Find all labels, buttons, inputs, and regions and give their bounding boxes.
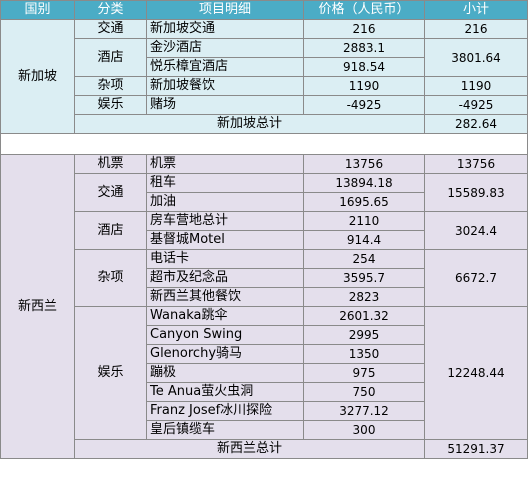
table-row: 基督城Motel 914.4 (1, 230, 528, 250)
price-cell: -4925 (303, 95, 425, 115)
item-cell: 超市及纪念品 (146, 268, 304, 288)
item-cell: Franz Josef冰川探险 (146, 401, 304, 421)
total-cell: 51291.37 (424, 439, 528, 459)
table-row: 悦乐樟宜酒店 918.54 (1, 57, 528, 77)
price-cell: 975 (303, 363, 425, 383)
price-cell: 2995 (303, 325, 425, 345)
price-cell: 2883.1 (303, 38, 425, 58)
subtotal-cell: 1190 (424, 76, 528, 96)
country-cell-singapore: 新加坡 (0, 19, 75, 134)
subtotal-cell: 6672.7 (424, 249, 528, 307)
table-row: 杂项 电话卡 254 6672.7 (1, 249, 528, 307)
item-cell: 租车 (146, 173, 304, 193)
header-row: 国别 分类 项目明细 价格（人民币） 小计 (0, 0, 528, 20)
table-row: 娱乐 Wanaka跳伞 2601.32 12248.44 (1, 306, 528, 440)
item-cell: 金沙酒店 (146, 38, 304, 58)
header-item: 项目明细 (146, 0, 304, 20)
item-cell: Canyon Swing (146, 325, 304, 345)
price-cell: 1350 (303, 344, 425, 364)
spacer-cell (0, 133, 528, 155)
item-cell: 电话卡 (146, 249, 304, 269)
price-cell: 13894.18 (303, 173, 425, 193)
total-label: 新加坡总计 (74, 114, 425, 134)
price-cell: 254 (303, 249, 425, 269)
header-country: 国别 (0, 0, 75, 20)
table-row: 酒店 房车营地总计 2110 3024.4 (1, 211, 528, 250)
subtotal-cell: -4925 (424, 95, 528, 115)
category-cell: 杂项 (74, 249, 147, 307)
price-cell: 1190 (303, 76, 425, 96)
table-row: 新西兰 机票 机票 13756 13756 (0, 154, 528, 459)
table-row: Te Anua萤火虫洞 750 (1, 382, 528, 402)
subtotal-cell: 216 (424, 19, 528, 39)
price-cell: 914.4 (303, 230, 425, 250)
total-label: 新西兰总计 (74, 439, 425, 459)
table-row: 新西兰其他餐饮 2823 (1, 287, 528, 307)
table-row: Glenorchy骑马 1350 (1, 344, 528, 364)
subtotal-cell: 15589.83 (424, 173, 528, 212)
price-cell: 918.54 (303, 57, 425, 77)
item-cell: 新西兰其他餐饮 (146, 287, 304, 307)
price-cell: 216 (303, 19, 425, 39)
price-cell: 2110 (303, 211, 425, 231)
spacer-row (0, 133, 528, 155)
expense-table: 国别 分类 项目明细 价格（人民币） 小计 新加坡 交通 新加坡交通 216 2… (0, 0, 528, 459)
price-cell: 3277.12 (303, 401, 425, 421)
country-cell-new-zealand: 新西兰 (0, 154, 75, 459)
item-cell: 皇后镇缆车 (146, 420, 304, 440)
header-price: 价格（人民币） (303, 0, 425, 20)
item-cell: 机票 (146, 154, 304, 174)
category-cell: 交通 (74, 19, 147, 39)
table-row: 蹦极 975 (1, 363, 528, 383)
subtotal-cell: 3801.64 (424, 38, 528, 77)
item-cell: 蹦极 (146, 363, 304, 383)
price-cell: 13756 (303, 154, 425, 174)
price-cell: 750 (303, 382, 425, 402)
item-cell: 房车营地总计 (146, 211, 304, 231)
table-row: 娱乐 赌场 -4925 -4925 (1, 95, 528, 115)
table-row: 新加坡 交通 新加坡交通 216 216 (0, 19, 528, 134)
table-row: Canyon Swing 2995 (1, 325, 528, 345)
table-row: 酒店 金沙酒店 2883.1 3801.64 (1, 38, 528, 77)
category-cell: 交通 (74, 173, 147, 212)
item-cell: 赌场 (146, 95, 304, 115)
item-cell: Wanaka跳伞 (146, 306, 304, 326)
price-cell: 300 (303, 420, 425, 440)
category-cell: 酒店 (74, 211, 147, 250)
price-cell: 2601.32 (303, 306, 425, 326)
table-row: 交通 租车 13894.18 15589.83 (1, 173, 528, 212)
subtotal-cell: 13756 (424, 154, 528, 174)
price-cell: 3595.7 (303, 268, 425, 288)
item-cell: 基督城Motel (146, 230, 304, 250)
price-cell: 1695.65 (303, 192, 425, 212)
subtotal-cell: 3024.4 (424, 211, 528, 250)
subtotal-cell: 12248.44 (424, 306, 528, 440)
category-cell: 酒店 (74, 38, 147, 77)
header-subtotal: 小计 (424, 0, 528, 20)
total-row-singapore: 新加坡总计 282.64 (1, 114, 528, 134)
item-cell: Te Anua萤火虫洞 (146, 382, 304, 402)
item-cell: 新加坡餐饮 (146, 76, 304, 96)
category-cell: 机票 (74, 154, 147, 174)
total-cell: 282.64 (424, 114, 528, 134)
table-row: 杂项 新加坡餐饮 1190 1190 (1, 76, 528, 96)
item-cell: 新加坡交通 (146, 19, 304, 39)
category-cell: 娱乐 (74, 95, 147, 115)
category-cell: 娱乐 (74, 306, 147, 440)
price-cell: 2823 (303, 287, 425, 307)
item-cell: 悦乐樟宜酒店 (146, 57, 304, 77)
category-cell: 杂项 (74, 76, 147, 96)
item-cell: Glenorchy骑马 (146, 344, 304, 364)
table-row: Franz Josef冰川探险 3277.12 (1, 401, 528, 421)
header-category: 分类 (74, 0, 147, 20)
item-cell: 加油 (146, 192, 304, 212)
table-row: 加油 1695.65 (1, 192, 528, 212)
total-row-new-zealand: 新西兰总计 51291.37 (1, 439, 528, 459)
